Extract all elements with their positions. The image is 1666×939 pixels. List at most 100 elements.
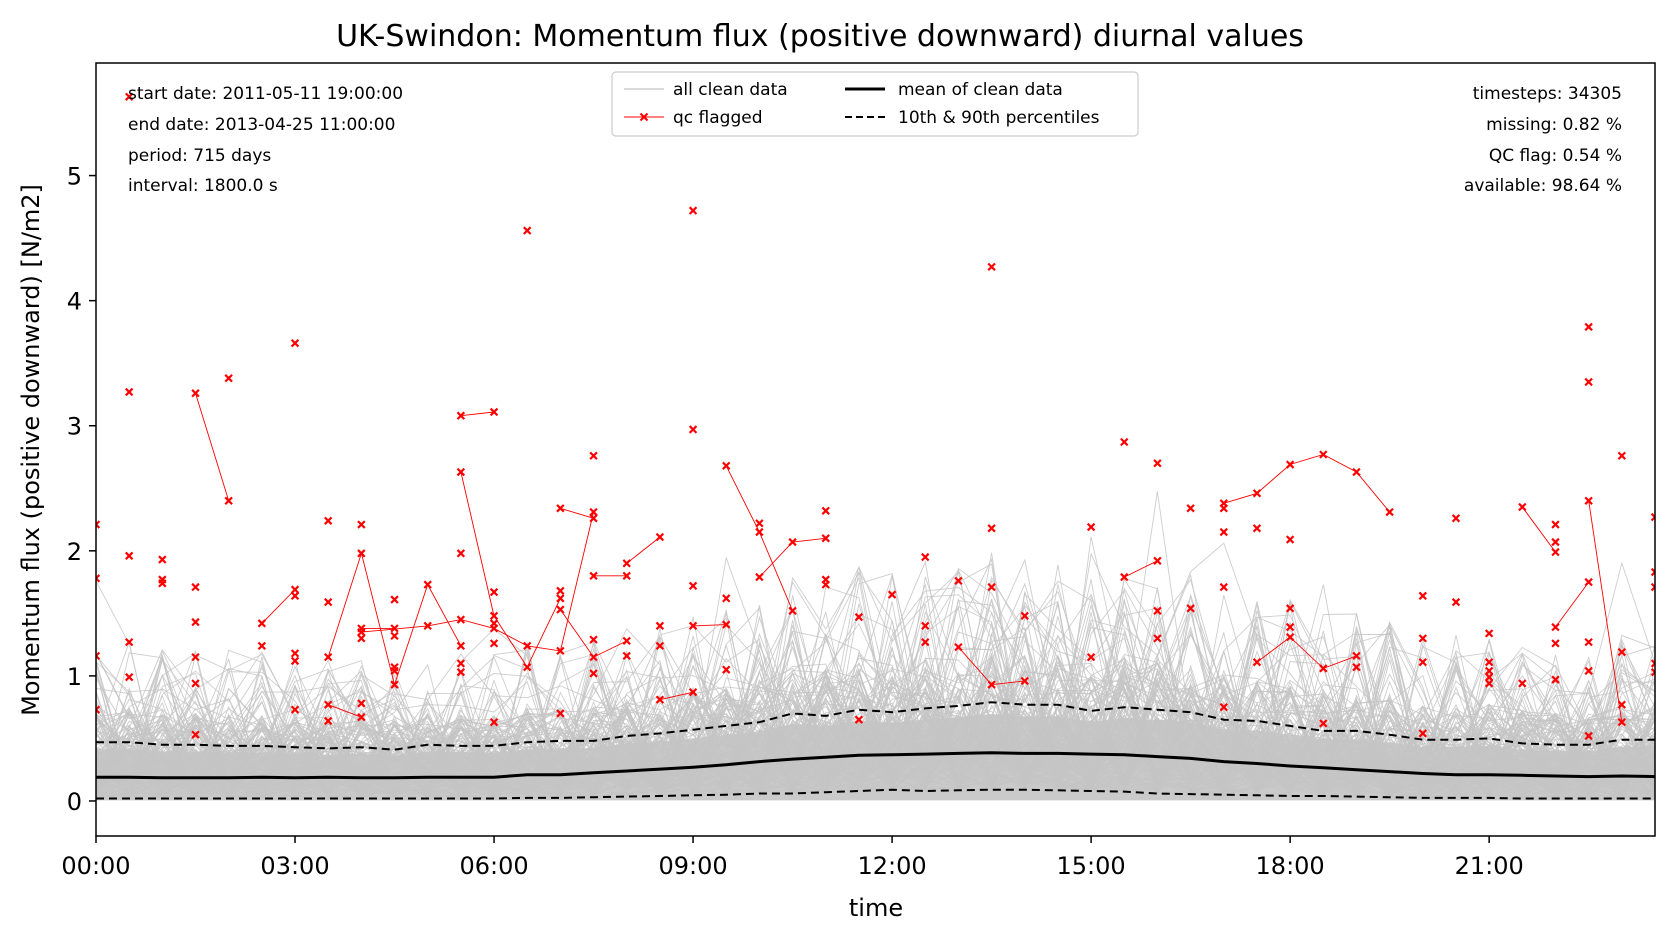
clean-data-band [96,714,1655,801]
qc-flagged-point [1120,437,1129,447]
qc-flagged-point [390,624,399,633]
qc-flagged-point [456,467,466,477]
qc-flagged-point [589,451,598,460]
qc-flagged-point [1153,606,1162,616]
period-text: period: 715 days [128,146,271,166]
qc-flagged-point [290,585,300,594]
qc-flagged-point [589,669,598,678]
qc-flagged-point [523,641,532,651]
qc-flagged-point [96,651,101,661]
qc-flagged-point [257,641,267,651]
qc-flagged-point [290,339,300,348]
qc-flagged-point [688,425,698,434]
legend-label-clean: all clean data [673,80,788,100]
qc-flagged-segment [261,589,296,624]
qc-flagged-segment [759,537,826,578]
qc-flagged-point [722,461,731,470]
qc-flagged-point [1650,512,1655,522]
qc-flagged-point [257,619,267,628]
qc-flagged-point [1285,632,1295,642]
qc-flagged-point [1650,567,1655,577]
qc-flagged-point [755,519,764,528]
y-tick-label: 0 [67,788,82,816]
qc-flagged-point [1352,662,1361,672]
qc-flagged-point [854,612,864,622]
qc-flagged-point [456,667,466,677]
qc-flagged-point [589,652,598,662]
qc-flagged-point [1484,679,1494,688]
qc-flagged-point [1518,502,1527,512]
qc-flagged-point [622,559,631,568]
qc-flagged-point [1285,604,1295,613]
qc-flagged-point [1484,666,1494,676]
qc-flagged-point [523,662,532,672]
qc-flagged-point [1650,659,1655,668]
legend: all clean data mean of clean data qc fla… [611,71,1139,137]
qc-flagged-point [1219,527,1228,537]
qc-flagged-point [788,606,797,616]
qc-flagged-point [1252,657,1262,667]
qc-flagged-point [987,582,996,592]
qc-flagged-point [1319,664,1328,673]
qc-flagged-point [821,506,830,515]
qc-flagged-point [1617,717,1627,727]
qc-flagged-point [290,705,300,714]
qc-flagged-point [191,652,200,662]
qc-flagged-point [1551,639,1560,648]
qc-flagged-point [1020,676,1029,686]
qc-flagged-point [1219,582,1228,592]
qc-flagged-point [124,92,134,101]
qc-flagged-segment [1555,581,1590,628]
qc-flagged-point [622,571,631,581]
qc-flagged-segment [328,704,362,718]
qc-flagged-segment [725,465,794,612]
qc-flagged-point [324,516,333,525]
x-tick-label: 09:00 [658,852,727,880]
qc-flagged-point [523,226,532,235]
qc-flagged-point [1252,524,1262,533]
legend-label-mean: mean of clean data [898,80,1063,100]
qc-flagged-point [1285,622,1295,632]
qc-flagged-point [954,576,963,586]
qc-flagged-point [124,672,134,682]
qc-flagged-point [1319,719,1328,728]
available-text: available: 98.64 % [1464,176,1622,196]
qc-flagged-point [655,695,665,704]
qc-flagged-point [1153,556,1162,565]
qc-flagged-point [1451,514,1461,523]
qc-flagged-point [1418,591,1427,601]
qc-flagged-point [655,621,665,631]
qc-flagged-point [1020,611,1029,621]
qc-flagged-point [1650,582,1655,592]
qc-flagged-point [290,649,300,658]
qc-flagged-point [357,634,366,643]
percentile-lines [96,701,1655,800]
y-tick-label: 4 [67,288,82,316]
qc-flagged-point [224,496,233,505]
clean-data-line [96,565,1655,799]
qc-flagged-point [357,712,366,722]
x-tick-label: 03:00 [260,852,329,880]
qc-flagged-point [954,642,963,652]
qc-flagged-point [1120,572,1129,582]
qc-flagged-point [655,641,665,651]
qc-flagged-segment [460,471,561,669]
qc-flagged-point [1551,537,1560,547]
qc-flagged-point [390,631,399,641]
qc-flagged-point [821,534,830,543]
qc-flagged-point [556,646,565,656]
x-axis: 00:00 03:00 06:00 09:00 12:00 15:00 18:00 21:00 [61,836,1524,880]
qc-flagged-point [1650,667,1655,677]
qc-flagged-point [1584,322,1593,332]
qc-flagged-point [589,635,598,644]
qc-flagged-point [489,407,499,417]
qc-flagged-point [357,699,366,708]
percentile-90-line [96,701,1655,751]
qc-flagged-point [357,549,366,558]
qc-flagged-point [456,615,466,624]
qc-flagged-group [96,92,1655,741]
qc-flagged-point [921,552,930,562]
y-tick-label: 5 [67,163,82,191]
qc-flagged-point [96,705,101,714]
qc-flagged-point [1551,520,1560,529]
